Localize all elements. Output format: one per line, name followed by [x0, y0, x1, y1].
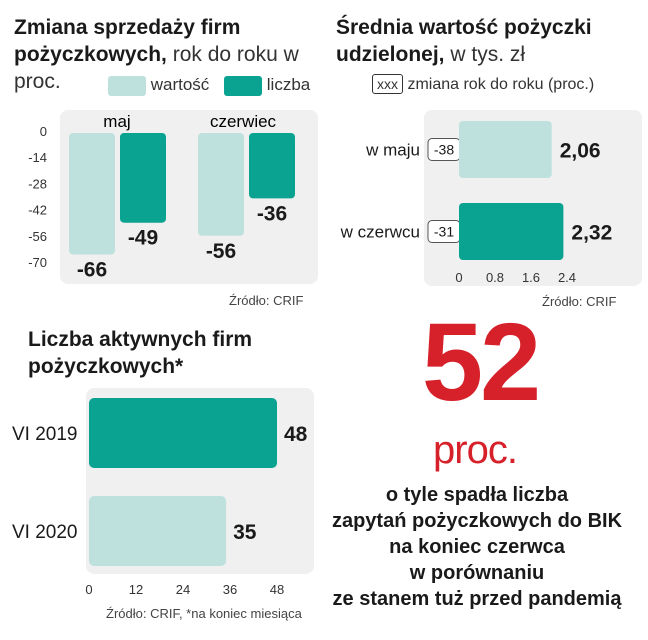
callout-number: 52 — [421, 301, 541, 424]
x-tick-label: 2.4 — [558, 270, 576, 285]
chart1-title: Zmiana sprzedaży firm pożyczkowych, rok … — [14, 14, 314, 95]
legend-label-wartosc: wartość — [150, 75, 210, 94]
data-label: -49 — [128, 227, 158, 250]
x-tick-label: 0 — [85, 582, 92, 597]
y-tick-label: -14 — [28, 150, 47, 165]
data-label: -36 — [257, 202, 287, 225]
chart1-title-light: rok do roku w proc. — [14, 43, 299, 93]
y-tick-label: -42 — [28, 203, 47, 218]
data-label: 35 — [233, 521, 257, 544]
legend-swatch-wartosc — [108, 75, 146, 96]
chart2-source: Źródło: CRIF — [542, 294, 617, 309]
data-label: -56 — [206, 240, 236, 263]
change-label: -38 — [434, 142, 454, 158]
category-label: VI 2019 — [12, 424, 78, 445]
change-label: -31 — [434, 224, 454, 240]
y-tick-label: -56 — [28, 229, 47, 244]
callout-unit: proc. — [433, 428, 518, 472]
bar-VI-2019 — [89, 398, 277, 468]
x-tick-label: 24 — [176, 582, 190, 597]
bar-wartość-maj — [69, 133, 115, 255]
callout-text: o tyle spadła liczba zapytań pożyczkowyc… — [316, 482, 638, 612]
legend-change-box: xxx — [372, 74, 403, 94]
chart3-source: Źródło: CRIF, *na koniec miesiąca — [106, 606, 302, 621]
callout-line: w porównaniu — [409, 562, 545, 584]
chart3-title: Liczba aktywnych firm pożyczkowych* — [28, 328, 253, 378]
y-tick-label: -28 — [28, 176, 47, 191]
data-label: 2,06 — [560, 140, 601, 163]
chart1-legend: wartość liczba — [108, 75, 310, 96]
callout-line: zapytań pożyczkowych do BIK — [331, 510, 623, 532]
data-label: 2,32 — [571, 222, 612, 245]
x-tick-label: 0 — [455, 270, 462, 285]
data-label: -66 — [77, 259, 107, 282]
chart2-title-light: w tys. zł — [450, 43, 526, 66]
x-tick-label: 48 — [270, 582, 284, 597]
bar-w-maju — [459, 121, 552, 178]
chart1-source: Źródło: CRIF — [229, 293, 304, 308]
bar-wartość-czerwiec — [198, 133, 244, 236]
y-tick-label: 0 — [40, 124, 47, 139]
category-label-czerwiec: czerwiec — [210, 112, 277, 131]
bar-w-czerwcu — [459, 203, 564, 260]
category-label: VI 2020 — [12, 522, 78, 543]
callout-line: o tyle spadła liczba — [385, 484, 569, 506]
legend-swatch-liczba — [224, 75, 263, 96]
callout-line: na koniec czerwca — [389, 536, 565, 558]
category-label-maj: maj — [103, 112, 130, 131]
legend-label-liczba: liczba — [266, 75, 311, 94]
bar-VI-2020 — [89, 496, 227, 566]
legend-change-text: zmiana rok do roku (proc.) — [407, 76, 595, 93]
callout-line: ze stanem tuż przed pandemią — [332, 588, 622, 610]
data-label: 48 — [284, 423, 308, 446]
y-tick-label: -70 — [28, 255, 47, 270]
chart2-title: Średnia wartość pożyczki udzielonej, w t… — [336, 14, 646, 68]
chart2-title-bold: Średnia wartość pożyczki udzielonej, — [336, 16, 592, 66]
bar-liczba-czerwiec — [249, 133, 295, 199]
x-tick-label: 12 — [129, 582, 143, 597]
bar-liczba-maj — [120, 133, 166, 223]
category-label: w maju — [365, 141, 420, 160]
x-tick-label: 36 — [223, 582, 237, 597]
chart2-legend: xxx zmiana rok do roku (proc.) — [372, 74, 594, 94]
x-tick-label: 1.6 — [522, 270, 540, 285]
chart1-title-bold: Zmiana sprzedaży firm pożyczkowych, — [14, 16, 241, 66]
category-label: w czerwcu — [340, 223, 420, 242]
x-tick-label: 0.8 — [486, 270, 504, 285]
